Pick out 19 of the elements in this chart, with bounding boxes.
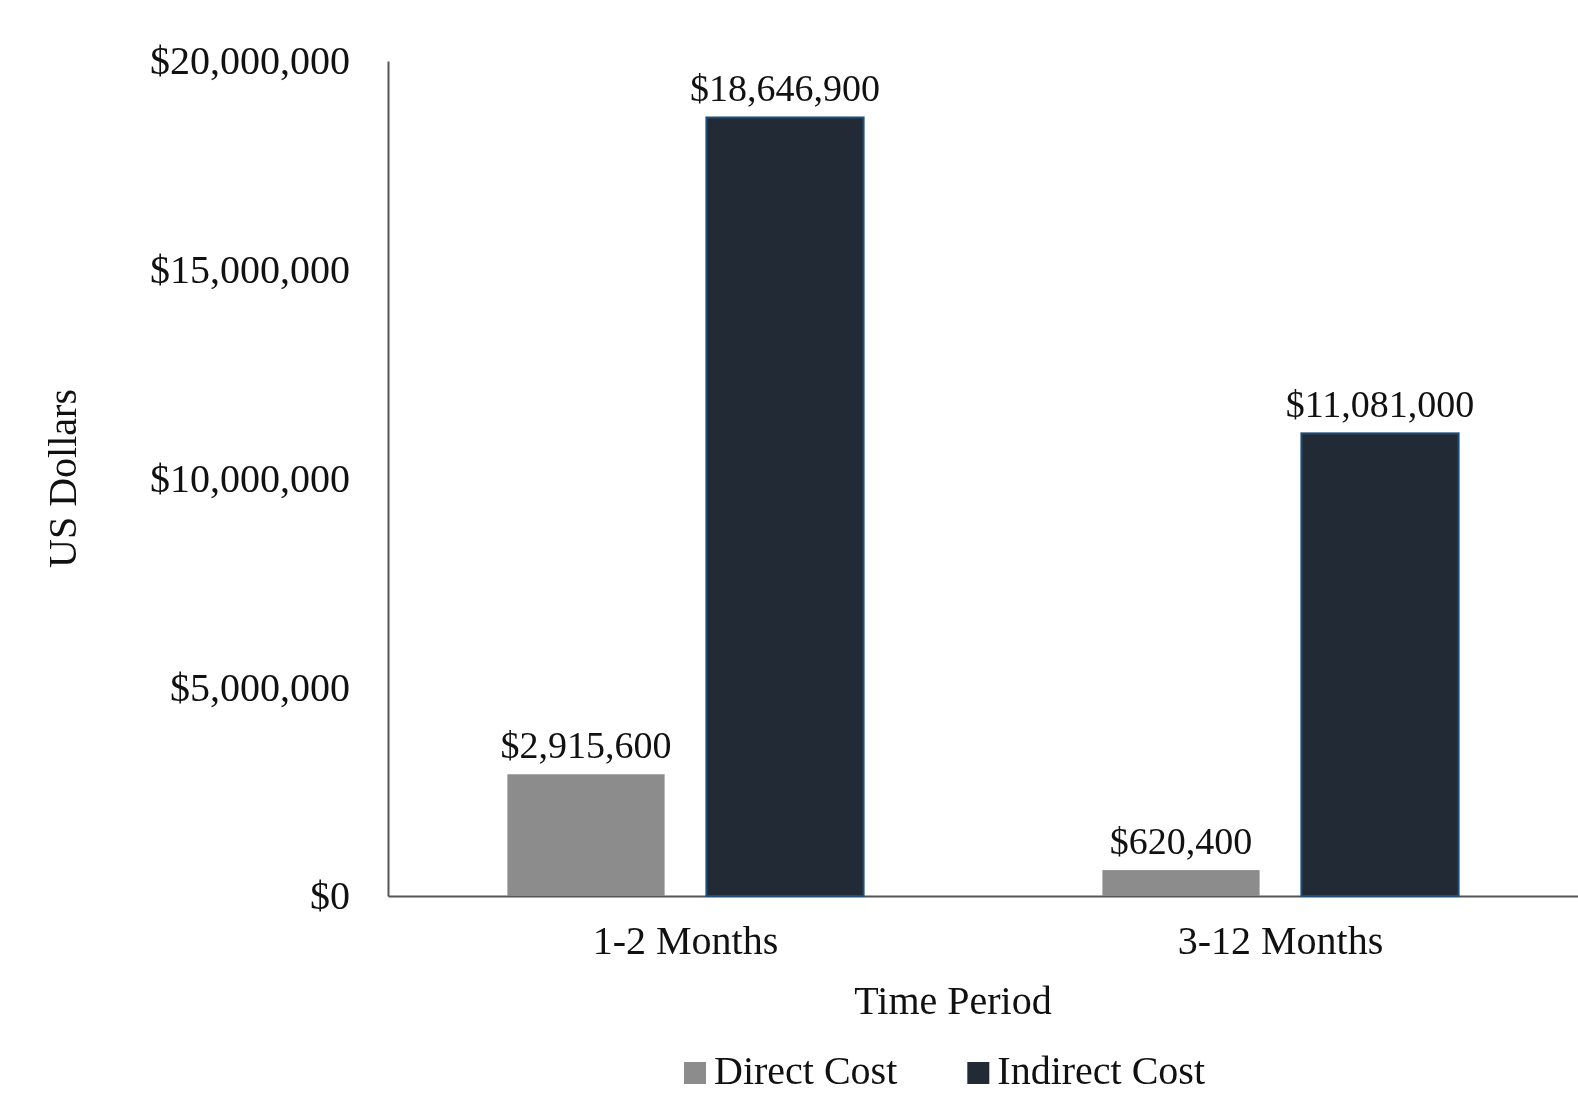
x-tick-label: 1-2 Months [592, 918, 779, 964]
y-axis-title: US Dollars [40, 389, 85, 568]
data-label: $620,400 [1109, 820, 1253, 863]
bar [705, 116, 865, 897]
bar [1102, 870, 1260, 896]
data-label: $2,915,600 [500, 724, 672, 767]
legend-label: Indirect Cost [997, 1048, 1206, 1093]
legend-label: Direct Cost [714, 1048, 898, 1093]
bar [507, 774, 665, 896]
x-tick-label: 3-12 Months [1177, 918, 1384, 964]
bar [1300, 432, 1460, 897]
y-tick-label: $5,000,000 [170, 664, 350, 710]
y-tick-label: $10,000,000 [150, 455, 350, 501]
y-tick-label: $15,000,000 [150, 247, 350, 293]
data-label: $11,081,000 [1285, 383, 1475, 426]
y-tick-label: $0 [310, 873, 350, 919]
data-label: $18,646,900 [690, 67, 880, 110]
x-axis-title: Time Period [854, 978, 1052, 1023]
y-tick-label: $20,000,000 [150, 38, 350, 84]
